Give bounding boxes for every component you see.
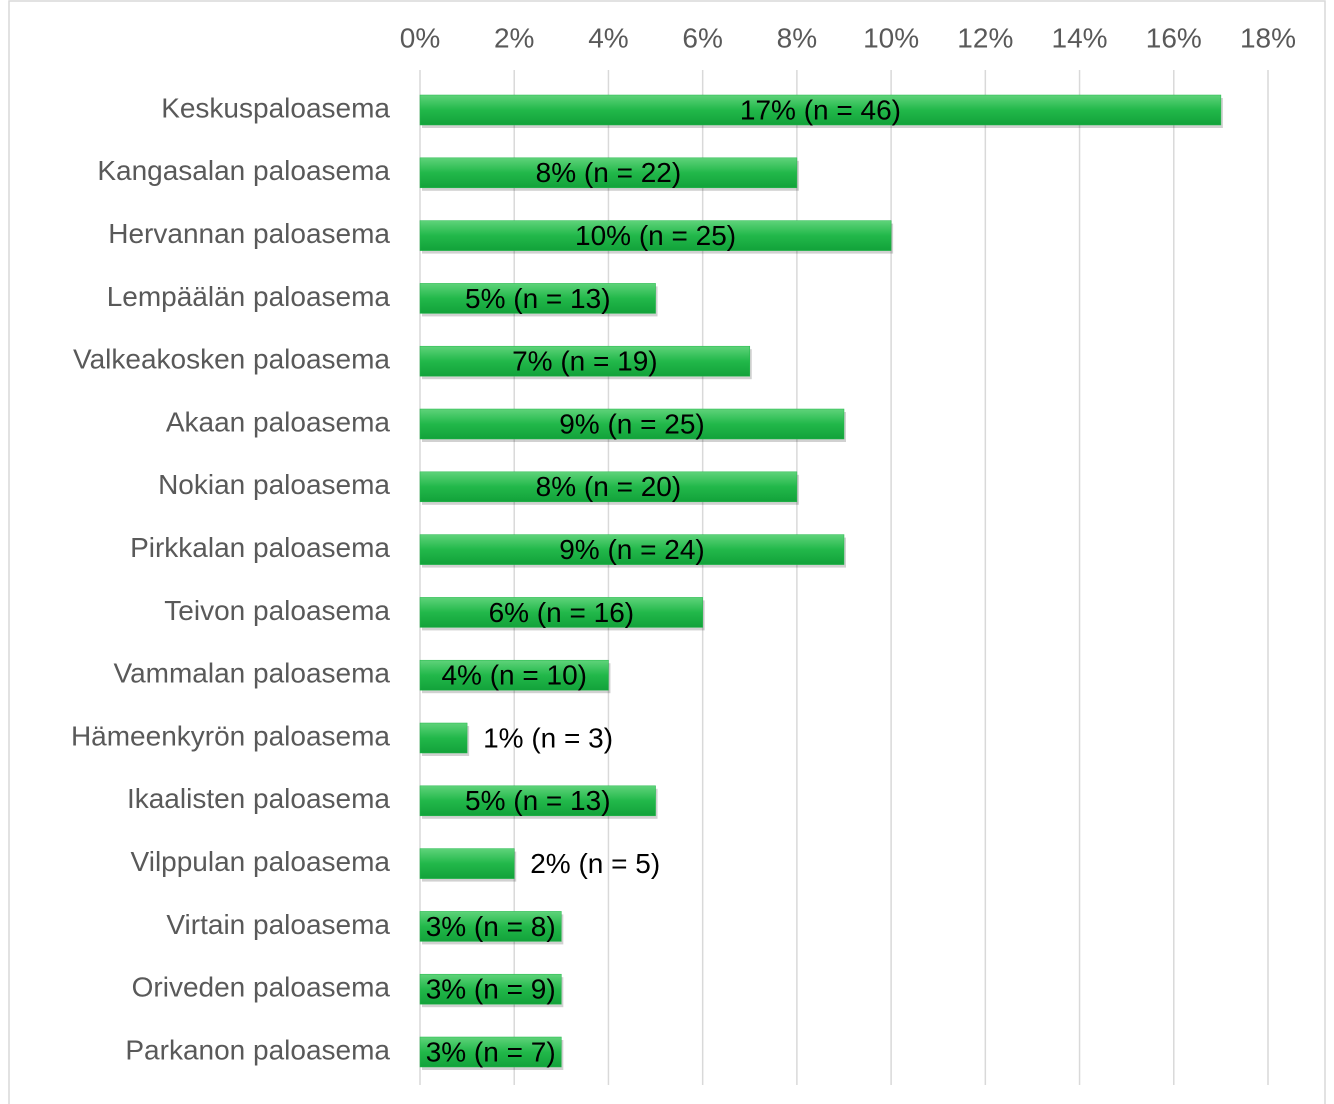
bar — [419, 848, 515, 879]
y-tick-label: Akaan paloasema — [166, 406, 391, 437]
x-tick-label: 2% — [494, 22, 534, 53]
bar — [419, 157, 798, 189]
y-tick-label: Valkeakosken paloasema — [73, 344, 390, 375]
x-tick-label: 4% — [588, 22, 628, 53]
chart-frame — [8, 0, 1326, 1104]
data-label: 8% (n = 20) — [536, 471, 682, 502]
y-tick-label: Virtain paloasema — [166, 909, 390, 940]
data-label: 5% (n = 13) — [465, 785, 611, 816]
data-label: 3% (n = 9) — [426, 974, 556, 1005]
bar — [419, 408, 845, 440]
x-tick-label: 6% — [682, 22, 722, 53]
data-label: 10% (n = 25) — [575, 220, 736, 251]
y-tick-label: Vammalan paloasema — [113, 658, 390, 689]
data-label: 9% (n = 24) — [559, 534, 705, 565]
data-label: 1% (n = 3) — [483, 722, 613, 753]
data-label: 17% (n = 46) — [740, 94, 901, 125]
y-tick-label: Teivon paloasema — [164, 595, 390, 626]
bar — [419, 597, 703, 628]
data-label: 7% (n = 19) — [512, 346, 658, 377]
data-label: 2% (n = 5) — [530, 848, 660, 879]
x-tick-label: 18% — [1240, 22, 1296, 53]
bar — [419, 220, 892, 251]
data-label: 3% (n = 8) — [426, 911, 556, 942]
y-tick-label: Kangasalan paloasema — [97, 155, 390, 186]
data-label: 8% (n = 22) — [536, 157, 682, 188]
y-tick-label: Nokian paloasema — [158, 469, 390, 500]
y-tick-label: Hervannan paloasema — [108, 218, 390, 249]
data-label: 9% (n = 25) — [559, 408, 705, 439]
bar — [419, 1036, 562, 1068]
x-tick-label: 8% — [777, 22, 817, 53]
bar — [419, 471, 798, 503]
bar — [419, 973, 562, 1005]
x-tick-label: 0% — [400, 22, 440, 53]
data-label: 5% (n = 13) — [465, 283, 611, 314]
y-tick-label: Pirkkalan paloasema — [130, 532, 390, 563]
x-tick-label: 14% — [1052, 22, 1108, 53]
y-tick-label: Parkanon paloasema — [125, 1034, 390, 1065]
y-tick-label: Oriveden paloasema — [132, 972, 391, 1003]
x-tick-label: 10% — [863, 22, 919, 53]
x-tick-label: 16% — [1146, 22, 1202, 53]
data-label: 4% (n = 10) — [441, 660, 587, 691]
bar — [419, 534, 845, 565]
y-tick-label: Lempäälän paloasema — [107, 281, 391, 312]
data-label: 6% (n = 16) — [489, 597, 635, 628]
y-tick-label: Ikaalisten paloasema — [127, 783, 390, 814]
x-tick-label: 12% — [957, 22, 1013, 53]
bar — [419, 785, 656, 817]
bar — [419, 345, 751, 377]
bar — [419, 283, 656, 314]
data-label: 3% (n = 7) — [426, 1036, 556, 1067]
bar — [419, 722, 468, 754]
y-tick-label: Keskuspaloasema — [161, 92, 390, 123]
y-tick-label: Hämeenkyrön paloasema — [71, 720, 390, 751]
y-tick-label: Vilppulan paloasema — [131, 846, 391, 877]
bar — [419, 94, 1222, 126]
bar — [419, 659, 609, 691]
bar — [419, 911, 562, 942]
